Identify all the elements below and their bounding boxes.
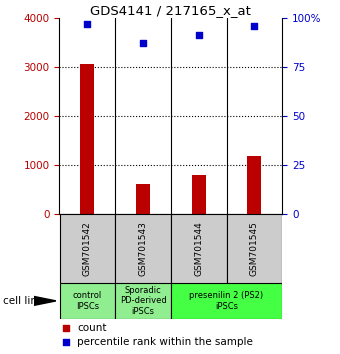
Bar	[171, 283, 282, 319]
Bar	[115, 283, 171, 319]
Polygon shape	[34, 296, 56, 306]
Bar	[80, 64, 94, 214]
Title: GDS4141 / 217165_x_at: GDS4141 / 217165_x_at	[90, 4, 251, 17]
Bar	[171, 214, 226, 283]
Text: GSM701542: GSM701542	[83, 221, 92, 276]
Bar	[136, 184, 150, 214]
Text: presenilin 2 (PS2)
iPSCs: presenilin 2 (PS2) iPSCs	[189, 291, 264, 310]
Point	[64, 325, 69, 330]
Point	[64, 339, 69, 344]
Text: control
IPSCs: control IPSCs	[73, 291, 102, 310]
Text: percentile rank within the sample: percentile rank within the sample	[77, 337, 253, 347]
Point	[252, 23, 257, 28]
Bar	[192, 175, 206, 214]
Bar	[59, 283, 115, 319]
Text: cell line: cell line	[3, 296, 44, 306]
Text: Sporadic
PD-derived
iPSCs: Sporadic PD-derived iPSCs	[120, 286, 166, 316]
Point	[140, 40, 146, 46]
Bar	[59, 214, 115, 283]
Bar	[115, 214, 171, 283]
Bar	[248, 156, 261, 214]
Point	[85, 21, 90, 27]
Text: count: count	[77, 322, 107, 332]
Text: GSM701545: GSM701545	[250, 221, 259, 276]
Point	[196, 33, 201, 38]
Bar	[226, 214, 282, 283]
Text: GSM701543: GSM701543	[138, 221, 148, 276]
Text: GSM701544: GSM701544	[194, 221, 203, 276]
